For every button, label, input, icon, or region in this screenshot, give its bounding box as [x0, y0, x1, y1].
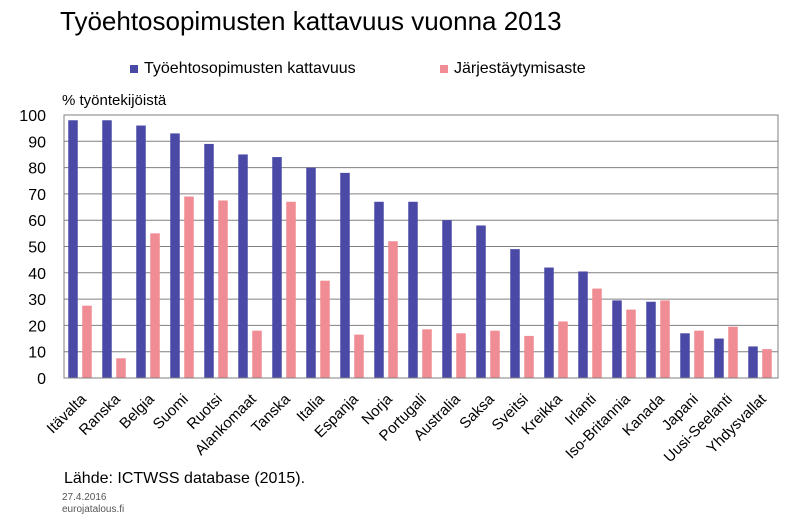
y-tick-label: 100	[19, 108, 46, 125]
bar-jarjestaytymisaste	[252, 330, 262, 378]
bar-jarjestaytymisaste	[626, 309, 636, 378]
y-tick-label: 40	[28, 266, 46, 283]
bar-jarjestaytymisaste	[150, 233, 160, 378]
legend-label-series1: Työehtosopimusten kattavuus	[144, 60, 356, 77]
bar-jarjestaytymisaste	[660, 300, 670, 378]
bar-kattavuus	[442, 220, 452, 378]
legend-swatch-series2	[440, 65, 448, 73]
legend-swatch-series1	[130, 65, 138, 73]
bar-kattavuus	[476, 225, 486, 378]
bar-kattavuus	[578, 271, 588, 378]
date-note: 27.4.2016	[62, 492, 107, 503]
chart-title: Työehtosopimusten kattavuus vuonna 2013	[60, 6, 562, 36]
bar-jarjestaytymisaste	[320, 280, 330, 378]
bar-kattavuus	[238, 154, 248, 378]
bar-kattavuus	[612, 300, 622, 378]
bar-kattavuus	[136, 125, 146, 379]
y-tick-label: 50	[28, 240, 46, 257]
bar-kattavuus	[646, 301, 656, 378]
bar-jarjestaytymisaste	[694, 330, 704, 378]
bar-kattavuus	[102, 120, 112, 378]
bar-jarjestaytymisaste	[422, 329, 432, 378]
bar-jarjestaytymisaste	[524, 335, 534, 378]
legend-item-series1: Työehtosopimusten kattavuus	[130, 60, 356, 78]
bar-kattavuus	[714, 338, 724, 378]
chart-legend: Työehtosopimusten kattavuus Järjestäytym…	[0, 60, 800, 80]
bar-jarjestaytymisaste	[286, 201, 296, 378]
y-tick-label: 0	[37, 371, 46, 388]
bar-kattavuus	[374, 201, 384, 378]
bar-kattavuus	[544, 267, 554, 378]
bar-jarjestaytymisaste	[388, 241, 398, 378]
x-tick-label: Belgia	[116, 390, 158, 432]
bar-jarjestaytymisaste	[490, 330, 500, 378]
bar-jarjestaytymisaste	[592, 288, 602, 378]
bar-jarjestaytymisaste	[116, 358, 126, 378]
bar-jarjestaytymisaste	[354, 334, 364, 378]
bar-kattavuus	[680, 333, 690, 378]
y-tick-label: 70	[28, 187, 46, 204]
bar-kattavuus	[68, 120, 78, 378]
y-axis-unit-label: % työntekijöistä	[62, 92, 167, 109]
bar-kattavuus	[340, 172, 350, 378]
bar-kattavuus	[306, 167, 316, 378]
y-tick-label: 20	[28, 318, 46, 335]
y-tick-label: 60	[28, 213, 46, 230]
bar-kattavuus	[748, 346, 758, 378]
bar-jarjestaytymisaste	[456, 333, 466, 378]
bar-kattavuus	[272, 157, 282, 378]
bar-kattavuus	[170, 133, 180, 378]
legend-label-series2: Järjestäytymisaste	[454, 60, 586, 77]
site-note: eurojatalous.fi	[62, 504, 125, 515]
bar-jarjestaytymisaste	[184, 196, 194, 378]
x-tick-label: Suomi	[150, 391, 192, 433]
bar-jarjestaytymisaste	[82, 305, 92, 378]
y-tick-label: 90	[28, 134, 46, 151]
legend-item-series2: Järjestäytymisaste	[440, 60, 586, 78]
y-tick-label: 30	[28, 292, 46, 309]
source-note: Lähde: ICTWSS database (2015).	[64, 470, 306, 487]
x-tick-label: Tanska	[248, 390, 294, 436]
bar-jarjestaytymisaste	[728, 326, 738, 378]
bar-jarjestaytymisaste	[762, 349, 772, 378]
bar-jarjestaytymisaste	[558, 321, 568, 378]
y-tick-label: 80	[28, 161, 46, 178]
bar-kattavuus	[204, 143, 214, 378]
y-tick-label: 10	[28, 345, 46, 362]
bar-jarjestaytymisaste	[218, 200, 228, 378]
bar-kattavuus	[510, 249, 520, 378]
bar-kattavuus	[408, 201, 418, 378]
